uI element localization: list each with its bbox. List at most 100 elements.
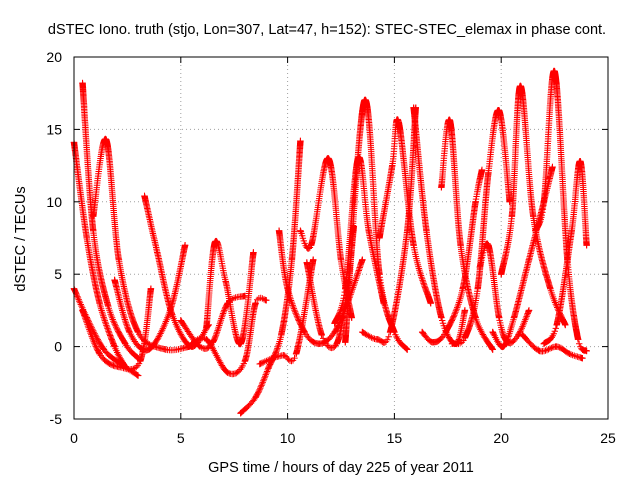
x-tick-label: 10 [280,430,296,446]
data-point [423,227,430,234]
data-point [530,213,537,220]
data-point [162,346,170,353]
data-point [134,354,142,362]
data-point [96,350,103,358]
data-point [224,369,231,376]
data-point [126,328,133,336]
data-point [427,299,434,307]
data-point [134,328,142,336]
data-point [154,249,161,256]
data-layer [70,67,590,417]
data-point [583,242,590,249]
data-point [284,285,291,292]
data-point [303,259,311,266]
data-point [438,184,445,191]
data-point [485,242,492,249]
data-point [536,347,543,355]
data-point [333,340,340,347]
data-point [577,158,584,165]
y-tick-label: 0 [54,339,62,355]
data-markers [237,137,304,417]
data-point [100,346,108,353]
data-point [365,227,372,234]
y-tick-label: 20 [46,49,62,65]
data-point [498,271,505,278]
data-point [495,107,503,114]
data-point [457,242,464,249]
data-point [145,346,152,353]
data-point [395,118,402,126]
data-point [540,340,548,347]
data-point [525,307,533,314]
data-point [169,311,176,318]
data-point [500,343,507,350]
data-point [115,256,123,263]
data-point [237,410,244,417]
data-point [489,346,496,353]
data-point [547,285,554,292]
data-point [583,347,590,355]
data-point [510,314,518,321]
x-axis-label: GPS time / hours of day 225 of year 2011 [208,460,474,476]
data-point [461,307,469,314]
data-point [389,162,396,169]
data-point [429,339,437,346]
data-point [115,363,123,371]
data-series [342,96,411,353]
data-point [553,343,560,350]
data-point [350,223,358,230]
data-point [532,227,539,234]
data-point [222,278,229,285]
plot-frame [73,56,609,420]
data-point [331,320,338,327]
y-axis-label: dSTEC / TECUs [13,186,29,291]
data-series [203,237,257,348]
data-point [122,340,129,347]
data-point [181,242,189,249]
data-point [517,82,524,90]
data-point [359,256,366,263]
x-tick-label: 0 [70,430,78,446]
data-point [104,302,112,310]
data-point [288,256,296,263]
data-point [203,324,210,331]
data-series [540,158,590,347]
data-point [263,297,270,304]
data-point [265,365,272,372]
data-point [551,68,558,75]
data-point [574,336,582,343]
data-point [553,321,560,329]
data-point [442,328,449,336]
data-point [476,263,484,271]
data-series [498,82,569,329]
data-point [324,155,332,162]
data-point [359,328,366,336]
x-tick-label: 20 [493,430,509,446]
data-point [211,239,219,246]
data-point [525,256,533,263]
data-series [237,137,304,417]
data-point [141,192,148,200]
data-point [90,213,97,220]
data-point [376,234,383,242]
data-point [297,137,304,145]
data-point [318,331,325,339]
data-point [448,340,456,347]
data-point [111,276,118,284]
data-markers [438,116,496,353]
data-point [495,314,503,321]
data-point [280,352,287,359]
data-point [478,166,486,174]
x-tick-label: 5 [177,430,185,446]
data-point [568,227,575,234]
data-point [177,317,184,324]
data-series [418,166,486,346]
data-point [90,227,97,234]
data-point [277,331,285,339]
x-tick-label: 25 [600,430,616,446]
data-point [337,256,345,263]
data-point [508,213,516,220]
data-point [540,198,548,205]
data-point [374,336,381,343]
